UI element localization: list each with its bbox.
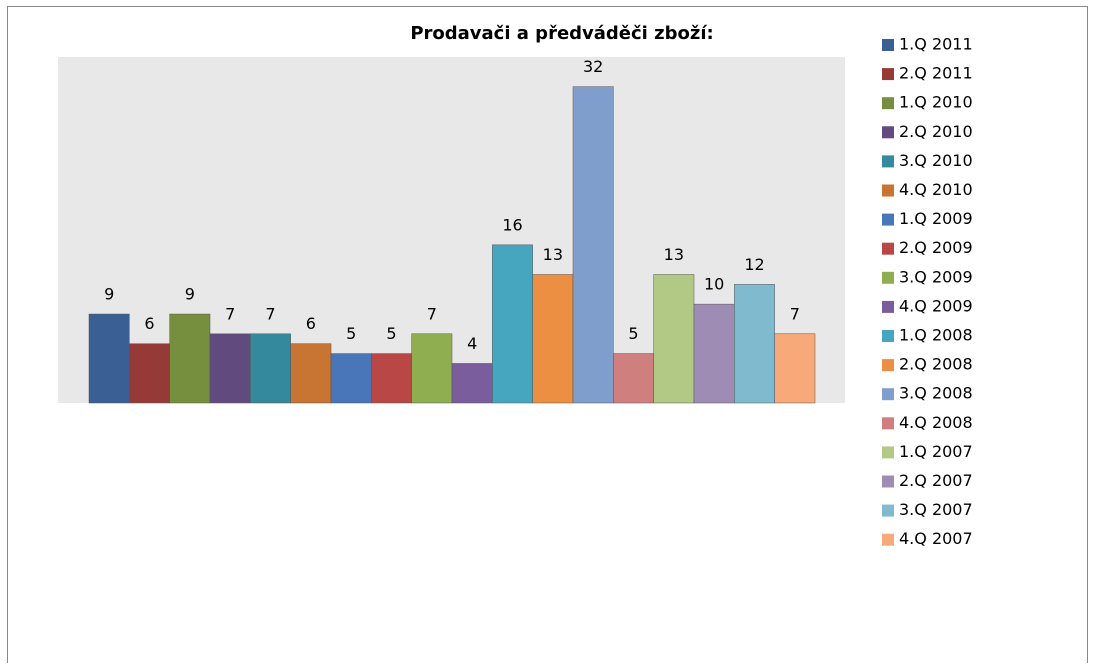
legend-swatch <box>882 533 894 546</box>
bar <box>653 274 695 404</box>
legend-swatch <box>882 213 894 226</box>
legend-label: 3.Q 2008 <box>899 384 973 403</box>
bar <box>290 343 332 404</box>
legend-swatch <box>882 39 894 51</box>
legend-label: 2.Q 2009 <box>899 238 973 257</box>
legend-label: 1.Q 2011 <box>899 35 973 54</box>
data-label: 9 <box>104 285 114 304</box>
legend-swatch <box>882 330 894 342</box>
data-label: 6 <box>144 314 154 333</box>
bar <box>129 343 170 404</box>
bar <box>169 313 211 404</box>
legend-label: 3.Q 2009 <box>899 267 973 286</box>
data-label: 5 <box>628 324 638 343</box>
bar <box>532 274 574 404</box>
data-label: 4 <box>467 334 477 353</box>
data-label: 13 <box>664 245 684 264</box>
legend-swatch <box>882 68 894 81</box>
data-label: 7 <box>790 304 800 323</box>
data-label: 13 <box>543 245 563 264</box>
bar <box>774 333 816 404</box>
legend-swatch <box>882 126 894 139</box>
data-label: 10 <box>704 275 724 294</box>
bar <box>492 244 533 404</box>
legend-label: 4.Q 2010 <box>899 180 973 199</box>
bar <box>209 333 251 404</box>
data-label: 6 <box>306 314 316 333</box>
data-label: 5 <box>346 324 356 343</box>
bar <box>451 363 493 404</box>
data-label: 12 <box>744 255 764 274</box>
legend-swatch <box>882 184 894 197</box>
data-label: 32 <box>583 57 603 76</box>
data-label: 7 <box>265 304 275 323</box>
legend-label: 1.Q 2010 <box>899 93 973 112</box>
bar <box>371 353 412 404</box>
data-label: 5 <box>386 324 396 343</box>
legend-label: 3.Q 2007 <box>899 500 973 519</box>
legend-swatch <box>882 417 894 430</box>
legend-label: 2.Q 2011 <box>899 64 973 83</box>
legend-swatch <box>882 97 894 110</box>
bar <box>411 333 453 404</box>
legend-swatch <box>882 446 894 459</box>
legend-label: 4.Q 2008 <box>899 413 973 432</box>
bar <box>734 284 775 404</box>
legend-label: 2.Q 2008 <box>899 355 973 374</box>
bar <box>88 313 130 404</box>
legend-label: 3.Q 2010 <box>899 151 973 170</box>
legend-swatch <box>882 475 894 488</box>
data-label: 9 <box>185 285 195 304</box>
legend-label: 4.Q 2007 <box>899 529 973 548</box>
legend-label: 4.Q 2009 <box>899 296 973 315</box>
legend-label: 1.Q 2007 <box>899 442 973 461</box>
data-label: 7 <box>427 304 437 323</box>
legend-swatch <box>882 271 894 284</box>
legend-label: 2.Q 2007 <box>899 471 973 490</box>
bar <box>250 333 291 404</box>
bar <box>693 303 735 404</box>
legend-label: 2.Q 2010 <box>899 122 973 141</box>
bar <box>330 353 372 404</box>
legend-swatch <box>882 504 894 517</box>
bar <box>572 86 614 404</box>
legend-swatch <box>882 388 894 401</box>
legend-swatch <box>882 242 894 255</box>
chart-title: Prodavači a předváděči zboží: <box>410 23 713 44</box>
bar <box>613 353 654 404</box>
legend-label: 1.Q 2009 <box>899 209 973 228</box>
data-label: 7 <box>225 304 235 323</box>
legend-swatch <box>882 300 894 313</box>
legend-swatch <box>882 359 894 372</box>
legend-label: 1.Q 2008 <box>899 326 973 345</box>
legend-swatch <box>882 155 894 168</box>
data-label: 16 <box>502 215 522 234</box>
